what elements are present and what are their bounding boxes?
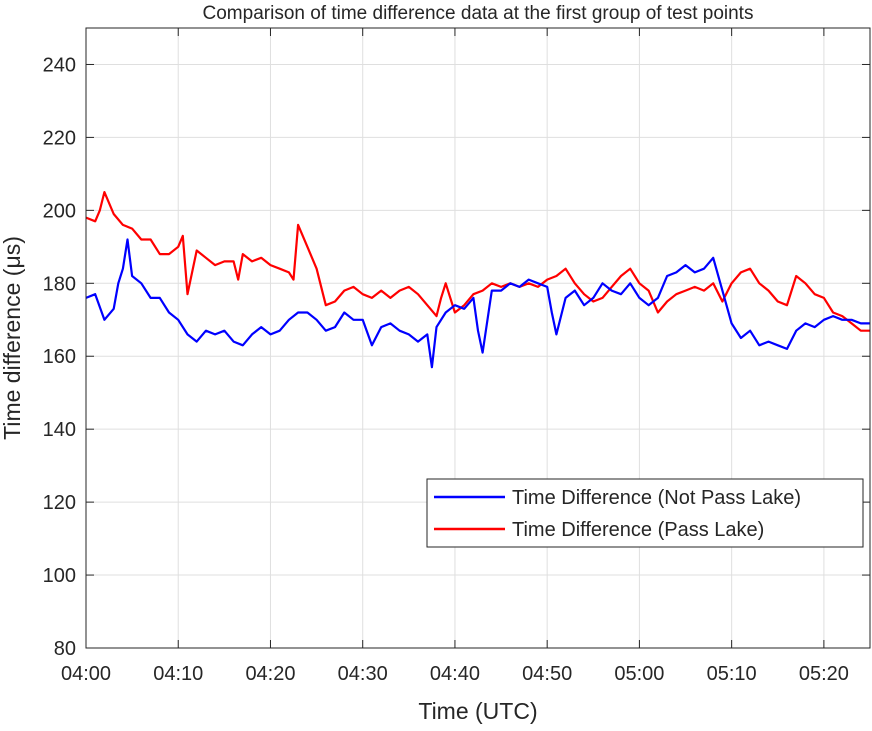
legend-label-not-pass-lake: Time Difference (Not Pass Lake) <box>512 487 801 509</box>
legend: Time Difference (Not Pass Lake) Time Dif… <box>426 478 864 548</box>
y-tick-label: 100 <box>43 565 76 587</box>
grid <box>85 28 870 649</box>
x-tick-label: 04:00 <box>61 663 111 685</box>
axes: 04:00 04:10 04:20 04:30 04:40 04:50 05:00 05:10… <box>43 28 870 685</box>
y-tick-label: 80 <box>54 638 76 660</box>
y-tick-label: 180 <box>43 273 76 295</box>
x-tick-label: 05:10 <box>707 663 757 685</box>
legend-label-pass-lake: Time Difference (Pass Lake) <box>512 519 764 541</box>
y-tick-label: 120 <box>43 492 76 514</box>
plot-border <box>85 27 871 649</box>
y-tick-label: 140 <box>43 419 76 441</box>
y-tick-label: 240 <box>43 54 76 76</box>
y-tick-label: 220 <box>43 127 76 149</box>
x-tick-label: 05:00 <box>614 663 664 685</box>
series-line-1 <box>85 191 870 332</box>
x-tick-label: 04:40 <box>430 663 480 685</box>
y-axis-title: Time difference (μs) <box>0 236 25 440</box>
series-layer <box>85 191 870 369</box>
x-tick-label: 04:30 <box>338 663 388 685</box>
x-tick-label: 04:10 <box>153 663 203 685</box>
legend-box <box>426 478 864 548</box>
x-tick-label: 05:20 <box>799 663 849 685</box>
x-axis-title: Time (UTC) <box>418 698 537 724</box>
chart-title: Comparison of time difference data at th… <box>203 3 754 24</box>
y-tick-label: 200 <box>43 200 76 222</box>
y-tick-label: 160 <box>43 346 76 368</box>
plot-area-background <box>86 28 870 648</box>
series-line-0 <box>85 238 870 369</box>
x-tick-label: 04:50 <box>522 663 572 685</box>
x-tick-label: 04:20 <box>245 663 295 685</box>
